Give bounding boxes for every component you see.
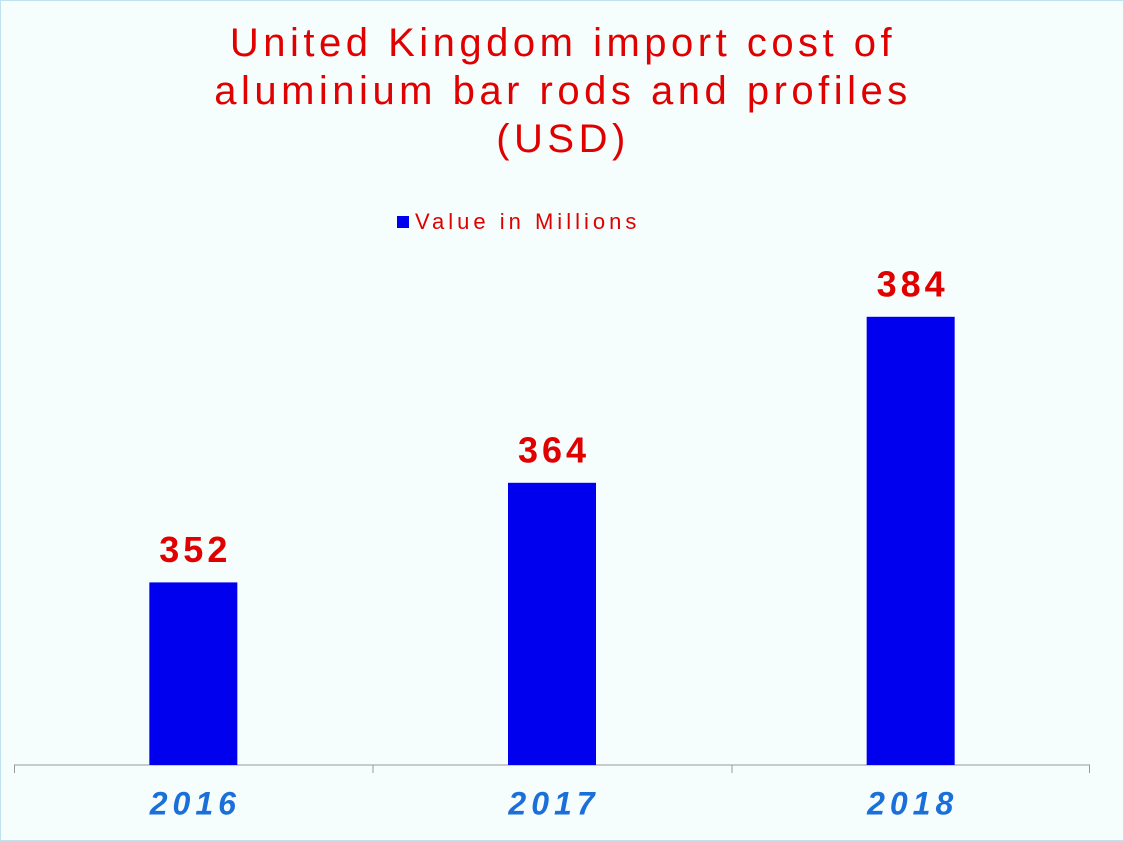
chart-title: United Kingdom import cost of aluminium … (214, 21, 912, 161)
bar (508, 482, 596, 765)
data-label: 352 (159, 529, 231, 570)
x-tick-label: 2018 (866, 785, 958, 821)
legend-label: Value in Millions (415, 209, 640, 234)
x-tick-label: 2017 (507, 785, 599, 821)
x-tick-label: 2016 (149, 785, 241, 821)
x-axis-ticks (14, 765, 1090, 773)
data-label: 364 (518, 429, 590, 470)
bar (149, 582, 238, 765)
legend-swatch (397, 216, 409, 228)
data-label: 384 (877, 263, 949, 304)
bar (866, 316, 955, 765)
